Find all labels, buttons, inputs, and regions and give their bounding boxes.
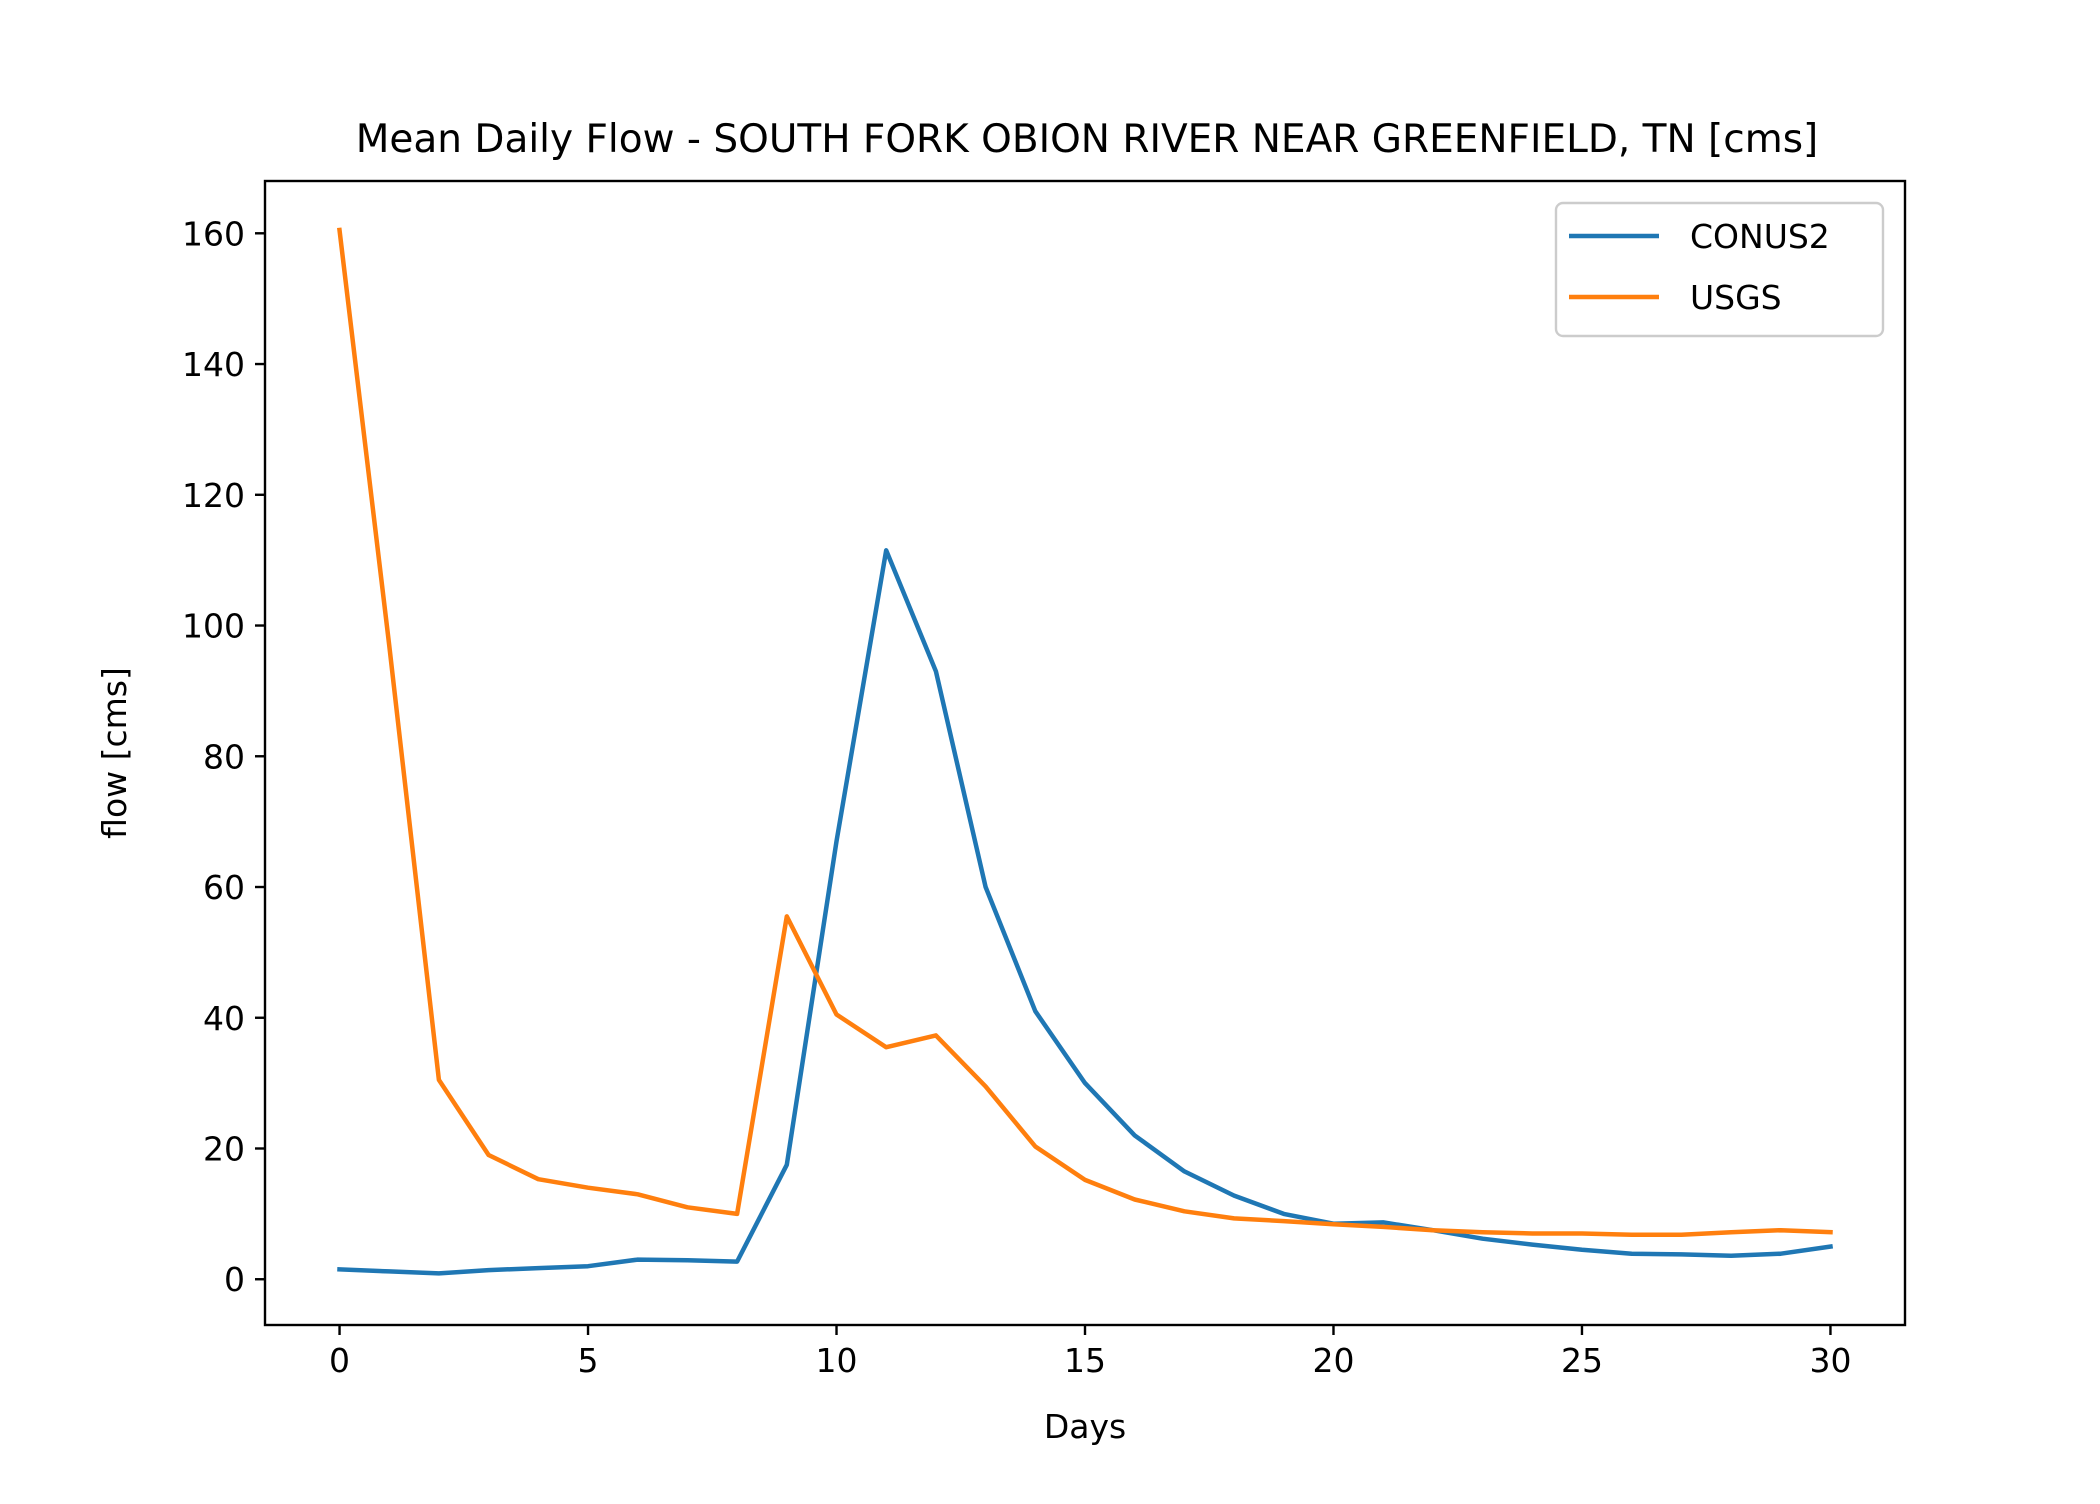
y-tick-label: 20 (203, 1129, 245, 1168)
x-tick-label: 10 (816, 1341, 858, 1380)
y-axis-label: flow [cms] (95, 667, 134, 839)
legend-label-conus2: CONUS2 (1690, 217, 1830, 256)
x-axis-label: Days (1044, 1407, 1126, 1446)
y-tick-label: 0 (224, 1260, 245, 1299)
x-tick-label: 0 (329, 1341, 350, 1380)
x-tick-label: 30 (1809, 1341, 1851, 1380)
y-tick-label: 60 (203, 868, 245, 907)
x-tick-label: 25 (1561, 1341, 1603, 1380)
legend: CONUS2 USGS (1554, 201, 1885, 338)
plot-area (336, 227, 1834, 1276)
x-tick-label: 5 (578, 1341, 599, 1380)
y-tick-label: 40 (203, 999, 245, 1038)
legend-label-usgs: USGS (1690, 278, 1782, 317)
y-tick-label: 100 (182, 607, 245, 646)
series-line-conus2 (337, 548, 1834, 1276)
y-tick-label: 140 (182, 345, 245, 384)
y-axis: 0 20 40 60 80 100 120 140 160 (182, 214, 265, 1299)
x-tick-label: 15 (1064, 1341, 1106, 1380)
x-tick-label: 20 (1312, 1341, 1354, 1380)
chart-title: Mean Daily Flow - SOUTH FORK OBION RIVER… (356, 117, 1818, 162)
series-line-usgs (336, 227, 1833, 1238)
y-tick-label: 80 (203, 737, 245, 776)
x-axis: 0 5 10 15 20 25 30 (329, 1325, 1851, 1380)
y-tick-label: 160 (182, 214, 245, 253)
y-tick-label: 120 (182, 476, 245, 515)
